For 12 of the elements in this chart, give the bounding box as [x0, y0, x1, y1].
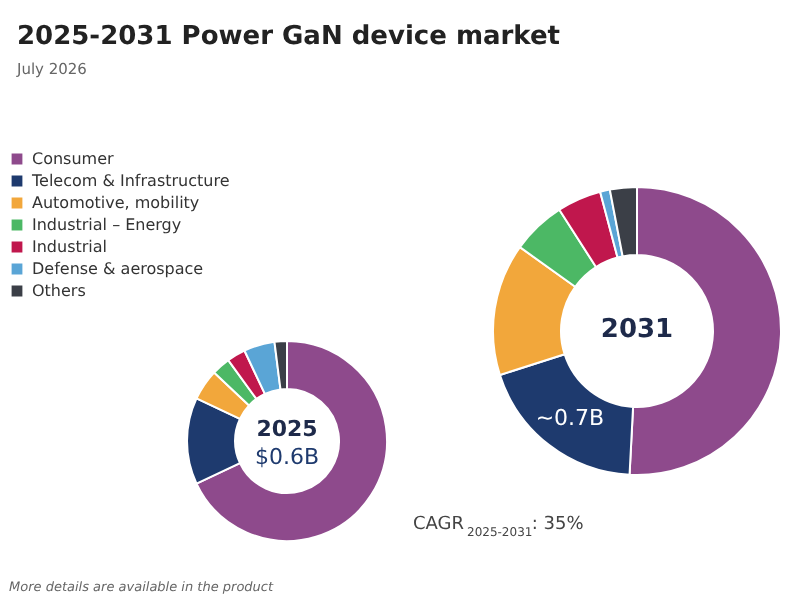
legend-label: Industrial: [32, 236, 108, 256]
legend-label: Automotive, mobility: [32, 192, 200, 212]
legend-label: Telecom & Infrastructure: [32, 170, 230, 190]
text: 2025: [256, 416, 318, 442]
legend-label: Consumer: [32, 148, 114, 168]
chart-title: 2025-2031 Power GaN device market: [17, 22, 561, 52]
legend-label: Industrial – Energy: [32, 214, 182, 234]
legend-label: Defense & aerospace: [32, 258, 204, 278]
text: 2031: [600, 315, 674, 345]
legend-label: Others: [32, 280, 86, 300]
text: $0.6B: [254, 444, 320, 470]
data-label: ~0.7B: [535, 405, 605, 432]
